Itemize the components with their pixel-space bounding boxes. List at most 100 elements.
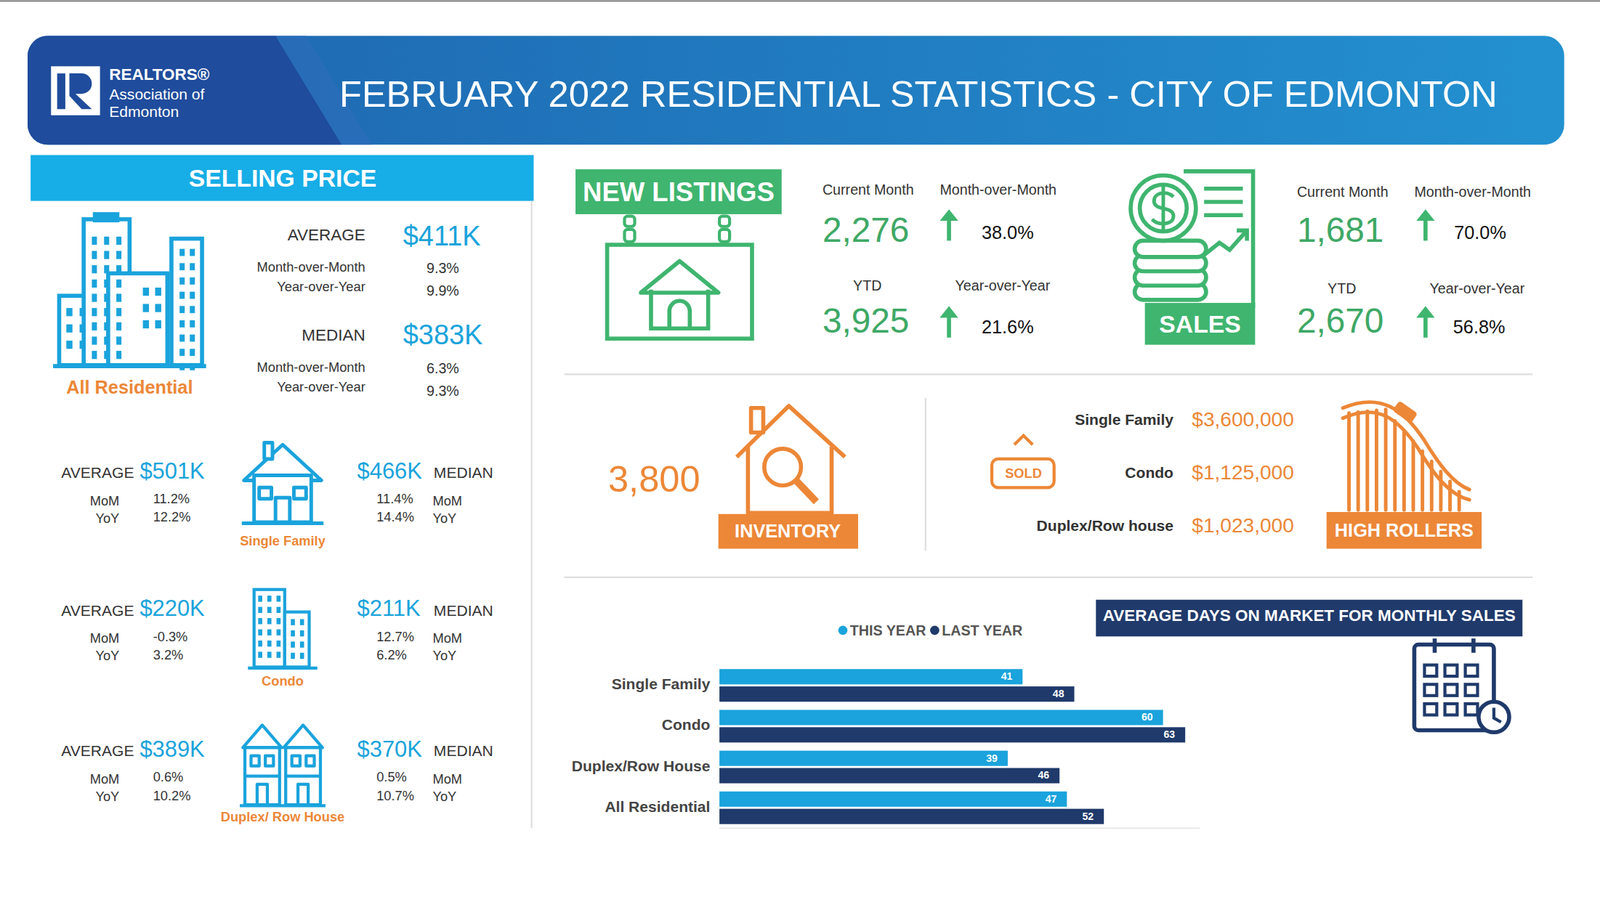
banner-text: SALES: [1158, 312, 1241, 338]
icon-part: [257, 784, 268, 806]
icon-ground: [53, 364, 207, 369]
value: 38.0%: [981, 223, 1034, 242]
icon-window: [257, 618, 263, 625]
icon-window: [300, 653, 305, 660]
data-label: 46: [1038, 769, 1050, 782]
sign-text: SOLD: [1004, 466, 1042, 480]
legend-dot: [930, 626, 940, 636]
label: YTD: [853, 278, 882, 293]
icon-window: [103, 265, 109, 274]
icon-dollar: [1151, 186, 1173, 230]
icon-house: [241, 442, 324, 524]
data-label: 47: [1045, 793, 1058, 806]
icon-part: [239, 804, 326, 808]
label: MoM: [432, 773, 463, 787]
icon-window: [267, 651, 272, 658]
icon-window: [91, 293, 97, 302]
arrow-up: [940, 307, 957, 338]
icon-part: [305, 756, 314, 767]
sign-house: [640, 261, 719, 294]
icon-lens: [764, 449, 802, 487]
label: MEDIAN: [433, 465, 494, 481]
icon-window: [189, 292, 195, 300]
icon-window: [189, 348, 195, 357]
icon-clock: [1478, 701, 1510, 733]
icon-post: [1448, 481, 1452, 511]
icon-window: [257, 629, 263, 636]
banner-text: NEW LISTINGS: [582, 178, 775, 206]
icon-window: [91, 322, 97, 331]
icon-window: [103, 322, 109, 331]
label: Year-over-Year: [954, 278, 1050, 293]
icon-window: [91, 250, 97, 259]
icon-part: [297, 784, 309, 806]
icon-post: [1411, 441, 1416, 511]
icon-part: [241, 521, 324, 526]
category-label: Duplex/Row House: [571, 757, 711, 775]
value: $411K: [403, 223, 482, 251]
icon-calendar: [1413, 638, 1510, 733]
logo-mark: [57, 73, 66, 109]
chain: [624, 229, 635, 242]
legend-label: THIS YEAR: [850, 623, 927, 638]
value: 9.3%: [426, 261, 460, 277]
value: 3,925: [822, 302, 910, 338]
icon-window: [116, 250, 122, 259]
sign: [991, 459, 1055, 488]
label: YoY: [95, 649, 120, 663]
data-label: 63: [1163, 728, 1175, 741]
banner: [718, 514, 859, 550]
arrow-up: [940, 209, 957, 241]
chart-title-box: [1095, 600, 1523, 638]
value: 2,276: [822, 212, 910, 248]
value: 6.2%: [376, 648, 407, 662]
value: 21.6%: [981, 318, 1034, 337]
icon-post: [1392, 421, 1397, 511]
bar: [719, 751, 1008, 767]
icon-window: [79, 340, 86, 349]
icon-window: [276, 607, 282, 614]
icon-window: [66, 308, 72, 317]
icon-window: [267, 618, 272, 625]
icon-window: [189, 263, 195, 271]
icon-window: [276, 640, 282, 647]
icon-part: [95, 214, 118, 221]
icon-condo: [247, 590, 317, 669]
icon-window: [276, 651, 282, 658]
stage: 4148606339464752Single FamilyCondoDuplex…: [0, 0, 1600, 918]
icon-line: [1203, 186, 1243, 192]
value: 12.2%: [153, 510, 192, 524]
icon-coin: [1140, 184, 1188, 232]
label: YTD: [1327, 281, 1356, 297]
icon-cell: [1465, 704, 1478, 715]
logo-mark: [69, 73, 92, 109]
data-label: 39: [986, 752, 998, 765]
sign-hook: [1014, 435, 1033, 446]
arrow-up: [1417, 307, 1434, 338]
banner: [1145, 302, 1256, 346]
icon-window: [116, 350, 122, 359]
arrow-shaft: [946, 218, 952, 242]
value: 3,800: [608, 461, 701, 499]
icon-part: [247, 667, 317, 670]
label: MEDIAN: [301, 327, 365, 344]
icon-window: [276, 618, 282, 625]
icon-window: [66, 340, 72, 349]
icon-part: [292, 756, 301, 767]
icon-cell: [1465, 684, 1478, 696]
logo-text: Association of: [108, 86, 205, 102]
section-header: [30, 154, 534, 201]
arrow-up: [1417, 209, 1434, 241]
icon-window: [91, 350, 97, 359]
icon-window: [179, 334, 185, 343]
value: $1,125,000: [1191, 462, 1295, 483]
label: Single Family: [1074, 411, 1174, 428]
value: 56.8%: [1453, 318, 1506, 337]
icon-window: [257, 595, 263, 602]
canvas-svg: 4148606339464752Single FamilyCondoDuplex…: [0, 0, 1600, 918]
icon-window: [143, 303, 149, 312]
icon-part: [254, 590, 285, 668]
icon-part: [171, 239, 202, 366]
value: 11.4%: [376, 492, 413, 506]
data-label: 48: [1052, 688, 1065, 700]
